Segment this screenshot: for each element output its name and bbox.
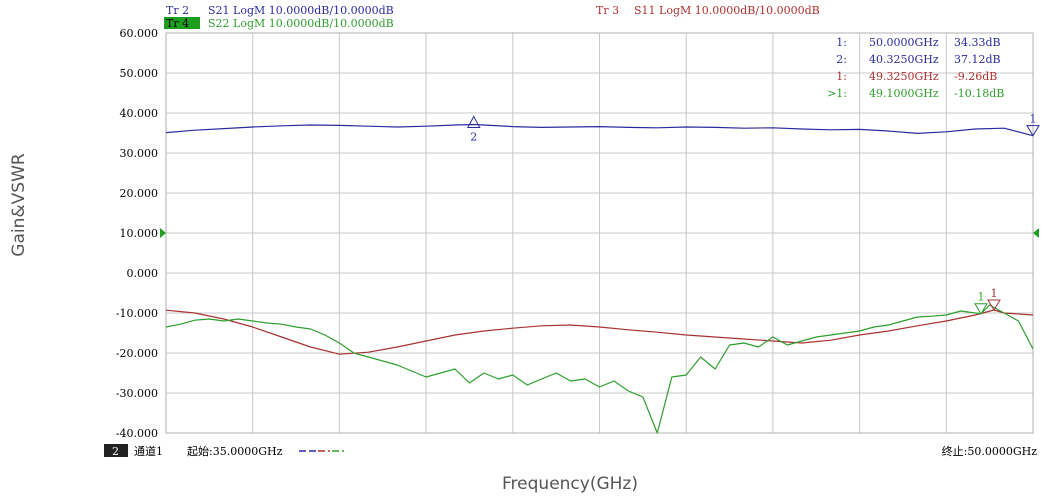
marker-table-prefix: >1:: [827, 87, 847, 100]
y-tick-label: 60.000: [120, 27, 159, 40]
tr4-badge: [164, 17, 200, 29]
reference-marker-right: [1033, 228, 1039, 238]
y-tick-label: 40.000: [120, 107, 159, 120]
marker-table-prefix: 1:: [836, 70, 847, 83]
y-tick-labels: 60.000 50.000 40.000 30.000 20.000 10.000 0.00…: [116, 27, 158, 440]
marker-table-value: 37.12dB: [954, 53, 1001, 66]
tr4-text: S22 LogM 10.0000dB/10.0000dB: [208, 17, 394, 30]
channel-label: 通道1: [134, 444, 163, 458]
traces: [165, 123, 1034, 434]
marker-table-prefix: 2:: [836, 53, 847, 66]
marker-label: 1: [990, 287, 997, 300]
marker-s22-1: [974, 303, 988, 315]
trace-s22: [165, 304, 1034, 434]
marker-s21-1: [1026, 125, 1040, 137]
marker-label: 2: [470, 131, 477, 144]
marker-label: 1: [977, 291, 984, 304]
marker-table-value: -10.18dB: [954, 87, 1004, 100]
channel-badge: [104, 444, 128, 457]
tr4-id: Tr 4: [166, 17, 189, 30]
marker-label: 1: [1030, 113, 1037, 126]
y-axis-title: Gain&VSWR: [9, 153, 29, 257]
start-frequency: 起始:35.0000GHz: [187, 444, 283, 458]
marker-table-freq: 40.3250GHz: [869, 53, 939, 66]
marker-s21-2: [466, 115, 481, 129]
x-axis-title: Frequency(GHz): [502, 474, 638, 494]
y-tick-label: -30.000: [116, 387, 158, 400]
tr2-text: S21 LogM 10.0000dB/10.0000dB: [208, 4, 394, 17]
marker-table-value: 34.33dB: [954, 36, 1001, 49]
marker-table-freq: 49.1000GHz: [869, 87, 939, 100]
y-tick-label: -10.000: [116, 307, 158, 320]
y-tick-label: 30.000: [120, 147, 159, 160]
y-tick-label: 20.000: [120, 187, 159, 200]
channel-number: 2: [112, 445, 119, 458]
trace-s11: [165, 309, 1034, 355]
y-tick-label: -20.000: [116, 347, 158, 360]
marker-table: 1: 50.0000GHz 34.33dB 2: 40.3250GHz 37.1…: [827, 36, 1004, 100]
marker-table-value: -9.26dB: [954, 70, 997, 83]
tr2-id: Tr 2: [166, 4, 189, 17]
y-tick-label: 0.000: [127, 267, 159, 280]
tr3-id: Tr 3: [596, 4, 619, 17]
y-tick-label: -40.000: [116, 427, 158, 440]
reference-marker-left: [160, 228, 166, 238]
y-tick-label: 50.000: [120, 67, 159, 80]
trace-s21: [165, 123, 1034, 137]
marker-table-freq: 50.0000GHz: [869, 36, 939, 49]
stop-frequency: 终止:50.0000GHz: [942, 444, 1038, 458]
marker-table-prefix: 1:: [836, 36, 847, 49]
tr3-text: S11 LogM 10.0000dB/10.0000dB: [634, 4, 820, 17]
marker-table-freq: 49.3250GHz: [869, 70, 939, 83]
marker-s11-1: [987, 299, 1001, 312]
y-tick-label: 10.000: [120, 227, 159, 240]
